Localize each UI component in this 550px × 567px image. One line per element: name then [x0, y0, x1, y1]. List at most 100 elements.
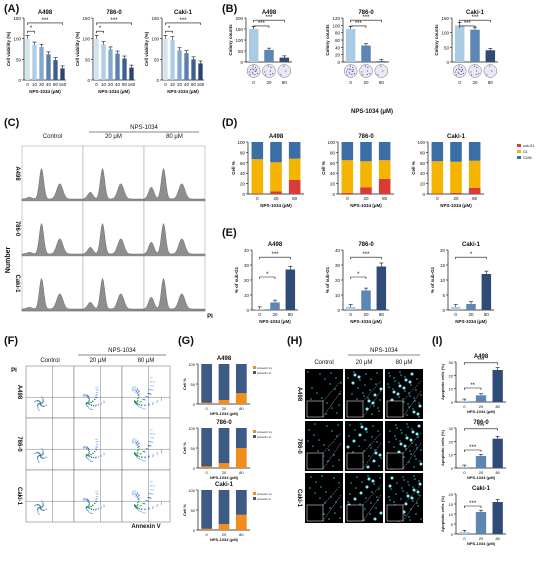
nucleus: [349, 493, 351, 495]
scatter-point: [138, 393, 140, 395]
scatter-point: [144, 408, 146, 410]
scatter-point: [95, 386, 97, 388]
colony-dot: [366, 73, 368, 76]
zoom-inset: [386, 452, 404, 470]
nucleus: [394, 435, 396, 437]
nucleus: [408, 392, 410, 394]
nucleus: [358, 445, 360, 447]
nucleus: [389, 375, 391, 377]
zoom-guide: [402, 484, 422, 522]
nucleus: [399, 440, 401, 442]
scatter-point: [36, 399, 38, 401]
nucleus: [367, 397, 369, 399]
nucleus: [404, 514, 406, 516]
scatter-point: [147, 396, 149, 398]
y-tick-label: 10: [335, 293, 341, 298]
nucleus: [314, 423, 316, 425]
x-tick-label: 80: [379, 80, 385, 85]
scatter-point: [144, 460, 146, 462]
nucleus: [364, 439, 366, 441]
histogram-trace: [82, 222, 145, 257]
scatter-point: [42, 503, 44, 505]
nucleus: [415, 389, 417, 391]
nucleus: [336, 435, 338, 437]
scatter-point: [89, 404, 91, 406]
y-axis-label: % of sub-G1: [234, 266, 239, 293]
nucleus: [327, 460, 329, 462]
scatter-point: [133, 440, 135, 442]
bar-segment: [270, 142, 282, 163]
y-tick-label: 10: [244, 293, 250, 298]
y-tick-label: 50: [191, 382, 196, 387]
bar: [459, 400, 470, 402]
scatter-point: [137, 503, 139, 506]
y-tick-label: 50: [191, 446, 196, 451]
x-tick-label: 0: [256, 196, 259, 201]
scatter-point: [97, 443, 99, 446]
scatter-point: [88, 397, 90, 399]
nucleus: [332, 465, 334, 467]
y-tick-label: 100: [235, 38, 243, 43]
bar-segment: [201, 402, 213, 404]
scatter-point: [149, 481, 151, 483]
bar: [475, 395, 487, 402]
scatter-point: [88, 399, 90, 401]
colony-dot: [248, 71, 251, 73]
scatter-point: [42, 457, 44, 460]
scatter-point: [133, 491, 135, 493]
nucleus: [412, 408, 414, 410]
x-tick-label: 80: [382, 196, 388, 201]
nucleus: [400, 374, 402, 376]
scatter-point: [134, 388, 137, 390]
nucleus: [376, 372, 378, 374]
scatter-point: [138, 510, 140, 512]
row-label: Caki-1: [296, 489, 302, 508]
bar: [345, 29, 356, 62]
x-tick-label: 20: [479, 404, 484, 409]
bar-segment: [468, 160, 481, 188]
x-axis-label: NPS-1034 (μM): [467, 409, 496, 414]
y-tick-label: 150: [13, 16, 21, 21]
significance-bracket: [455, 256, 487, 260]
x-axis-label-shared: NPS-1034 (μM): [351, 109, 393, 115]
scatter-point: [140, 407, 142, 409]
scatter-point: [85, 446, 87, 448]
colony-dot: [475, 73, 477, 76]
scatter-point: [84, 393, 86, 395]
y-tick-label: 15: [449, 502, 454, 507]
scatter-point: [160, 400, 163, 402]
nucleus: [307, 371, 309, 373]
significance-bracket: [253, 19, 285, 23]
significance-label: *: [266, 272, 269, 278]
nucleus: [313, 434, 315, 436]
scatter-point: [42, 449, 44, 451]
scatter-point: [136, 441, 138, 443]
significance-bracket: [464, 387, 482, 390]
nucleus: [310, 398, 312, 400]
colony-dot: [457, 71, 459, 73]
nucleus: [309, 487, 311, 489]
scatter-point: [91, 512, 93, 515]
y-tick-label: 60: [330, 161, 336, 166]
panel-letter: (E): [222, 227, 237, 239]
histogram-trace: [143, 277, 206, 312]
y-tick-label: 30: [449, 426, 454, 431]
scatter-point: [43, 509, 45, 511]
scatter-point: [97, 456, 100, 458]
y-tick-label: 20: [244, 278, 250, 283]
panel-letter: (A): [4, 3, 20, 15]
scatter-point: [42, 502, 45, 504]
scatter-point: [148, 444, 150, 447]
bar: [248, 29, 259, 62]
legend-swatch: [517, 156, 521, 159]
nucleus: [365, 497, 367, 499]
bar-segment: [201, 466, 213, 468]
scatter-point: [152, 441, 154, 443]
scatter-point: [95, 457, 97, 459]
scatter-point: [37, 511, 39, 513]
nucleus: [399, 371, 401, 373]
bar: [454, 25, 465, 62]
bar-segment: [235, 364, 247, 394]
y-axis-label: Cell %: [182, 442, 187, 454]
nucleus: [403, 401, 405, 403]
